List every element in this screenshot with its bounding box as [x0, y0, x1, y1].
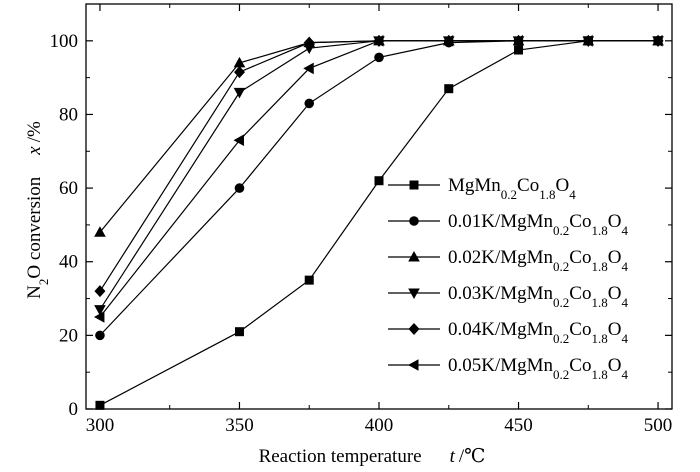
series-3	[94, 34, 664, 237]
legend-label: 0.03K/MgMn0.2Co1.8O4	[448, 283, 628, 310]
x-axis-label: Reaction temperature t/℃	[259, 446, 486, 467]
legend-label: 0.02K/MgMn0.2Co1.8O4	[448, 247, 628, 274]
data-point	[442, 35, 454, 47]
data-point	[374, 176, 384, 186]
data-point	[233, 87, 246, 99]
y-tick-label-20: 20	[59, 325, 78, 346]
y-tick-label-40: 40	[59, 252, 78, 273]
plot-frame	[85, 3, 673, 410]
data-point	[233, 134, 244, 147]
data-point	[95, 330, 105, 341]
data-point	[303, 62, 314, 75]
legend-marker	[408, 251, 420, 262]
data-point	[93, 311, 105, 323]
series-line	[99, 40, 659, 233]
data-point	[94, 305, 106, 316]
series-layer	[93, 34, 664, 410]
y-axis-label-sub: 2	[36, 279, 51, 286]
ticks-layer: 300 350 400 450 500 0 20 40 60 80 100	[50, 4, 673, 436]
series-4	[94, 36, 664, 316]
legend-marker	[409, 216, 419, 226]
series-line	[99, 40, 659, 406]
legend-item-6: 0.05K/MgMn0.2Co1.8O4	[388, 355, 628, 382]
data-point	[652, 35, 663, 47]
legend-item-3: 0.02K/MgMn0.2Co1.8O4	[388, 247, 628, 274]
y-tick-label-100: 100	[50, 31, 79, 52]
x-axis-label-var: t	[450, 446, 456, 467]
x-tick-label-400: 400	[365, 415, 394, 436]
data-point	[234, 183, 245, 193]
legend: MgMn0.2Co1.8O4 0.01K/MgMn0.2Co1.8O4 0.02K/…	[388, 175, 628, 382]
legend-item-4: 0.03K/MgMn0.2Co1.8O4	[388, 283, 628, 310]
y-axis-label-main: O conversion	[24, 176, 45, 278]
y-axis-label-unit: /%	[24, 121, 45, 142]
legend-marker	[409, 180, 419, 190]
data-point	[304, 98, 315, 109]
x-tick-label-300: 300	[86, 415, 115, 436]
y-axis-label: N2O conversion x /%	[24, 121, 51, 299]
series-line	[99, 40, 659, 318]
legend-marker	[408, 359, 419, 371]
legend-marker	[408, 288, 420, 299]
y-tick-label-0: 0	[69, 399, 79, 420]
data-point	[582, 35, 593, 47]
y-axis-label-var: x	[24, 146, 45, 156]
x-tick-label-450: 450	[504, 415, 533, 436]
data-point	[373, 35, 384, 47]
data-point	[514, 45, 524, 55]
y-axis-label-pre: N	[24, 285, 45, 299]
legend-item-2: 0.01K/MgMn0.2Co1.8O4	[388, 211, 628, 238]
y-tick-label-80: 80	[59, 104, 78, 125]
x-tick-label-350: 350	[225, 415, 254, 436]
data-point	[374, 52, 384, 63]
legend-label: 0.01K/MgMn0.2Co1.8O4	[448, 211, 628, 238]
data-point	[444, 84, 454, 94]
legend-label: 0.05K/MgMn0.2Co1.8O4	[448, 355, 628, 382]
series-6	[93, 35, 663, 323]
data-point	[234, 327, 244, 337]
data-point	[512, 35, 524, 47]
data-point	[94, 285, 106, 298]
data-point	[303, 36, 315, 49]
x-axis-label-unit: /℃	[459, 446, 486, 467]
data-point	[94, 226, 106, 237]
x-axis-label-main: Reaction temperature	[259, 446, 422, 467]
legend-marker	[408, 323, 420, 335]
legend-label: MgMn0.2Co1.8O4	[448, 175, 576, 202]
legend-item-5: 0.04K/MgMn0.2Co1.8O4	[388, 319, 628, 346]
data-point	[303, 43, 316, 55]
data-point	[233, 66, 245, 79]
y-tick-label-60: 60	[59, 178, 78, 199]
x-tick-label-500: 500	[644, 415, 673, 436]
legend-label: 0.04K/MgMn0.2Co1.8O4	[448, 319, 628, 346]
data-point	[233, 56, 246, 68]
series-line	[99, 40, 659, 310]
data-point	[304, 275, 314, 285]
legend-item-1: MgMn0.2Co1.8O4	[388, 175, 576, 202]
